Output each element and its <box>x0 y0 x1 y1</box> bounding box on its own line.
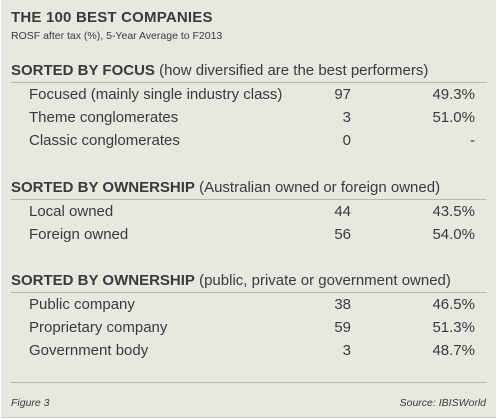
section-heading-note: (public, private or government owned) <box>199 272 451 289</box>
row-label: Local owned <box>29 203 114 220</box>
table-row: Public company 38 46.5% <box>29 296 475 316</box>
row-count: 0 <box>342 132 351 149</box>
section-heading-bold: SORTED BY FOCUS <box>11 62 155 79</box>
table-row: Theme conglomerates 3 51.0% <box>29 109 475 129</box>
table-row: Local owned 44 43.5% <box>29 203 475 223</box>
section-divider <box>11 292 487 293</box>
row-percentage: 48.7% <box>432 342 475 359</box>
section-heading-focus: SORTED BY FOCUS (how diversified are the… <box>11 62 428 79</box>
row-count: 97 <box>334 86 351 103</box>
footer-divider <box>11 382 487 383</box>
figure-title: THE 100 BEST COMPANIES <box>11 9 213 26</box>
table-row: Foreign owned 56 54.0% <box>29 226 475 246</box>
row-count: 3 <box>342 109 351 126</box>
section-heading-ownership-origin: SORTED BY OWNERSHIP (Australian owned or… <box>11 179 440 196</box>
row-percentage: 49.3% <box>432 86 475 103</box>
row-count: 56 <box>334 226 351 243</box>
section-divider <box>11 199 487 200</box>
table-row: Classic conglomerates 0 - <box>29 132 475 152</box>
section-heading-note: (how diversified are the best performers… <box>159 62 429 79</box>
row-label: Proprietary company <box>29 319 168 336</box>
row-label: Government body <box>29 342 149 359</box>
row-percentage: - <box>470 132 475 149</box>
figure-subtitle: ROSF after tax (%), 5-Year Average to F2… <box>11 30 223 42</box>
row-label: Public company <box>29 296 135 313</box>
row-count: 59 <box>334 319 351 336</box>
row-percentage: 51.3% <box>432 319 475 336</box>
figure-label: Figure 3 <box>11 397 50 409</box>
section-heading-ownership-type: SORTED BY OWNERSHIP (public, private or … <box>11 272 451 289</box>
source-credit: Source: IBISWorld <box>399 397 486 409</box>
row-percentage: 51.0% <box>432 109 475 126</box>
row-label: Theme conglomerates <box>29 109 179 126</box>
table-row: Proprietary company 59 51.3% <box>29 319 475 339</box>
table-row: Government body 3 48.7% <box>29 342 475 362</box>
row-percentage: 54.0% <box>432 226 475 243</box>
section-divider <box>11 82 487 83</box>
row-count: 44 <box>334 203 351 220</box>
section-heading-bold: SORTED BY OWNERSHIP <box>11 179 195 196</box>
section-heading-bold: SORTED BY OWNERSHIP <box>11 272 195 289</box>
row-label: Foreign owned <box>29 226 129 243</box>
row-label: Focused (mainly single industry class) <box>29 86 283 103</box>
row-percentage: 43.5% <box>432 203 475 220</box>
row-count: 38 <box>334 296 351 313</box>
row-percentage: 46.5% <box>432 296 475 313</box>
row-label: Classic conglomerates <box>29 132 180 149</box>
table-row: Focused (mainly single industry class) 9… <box>29 86 475 106</box>
section-heading-note: (Australian owned or foreign owned) <box>199 179 441 196</box>
row-count: 3 <box>342 342 351 359</box>
